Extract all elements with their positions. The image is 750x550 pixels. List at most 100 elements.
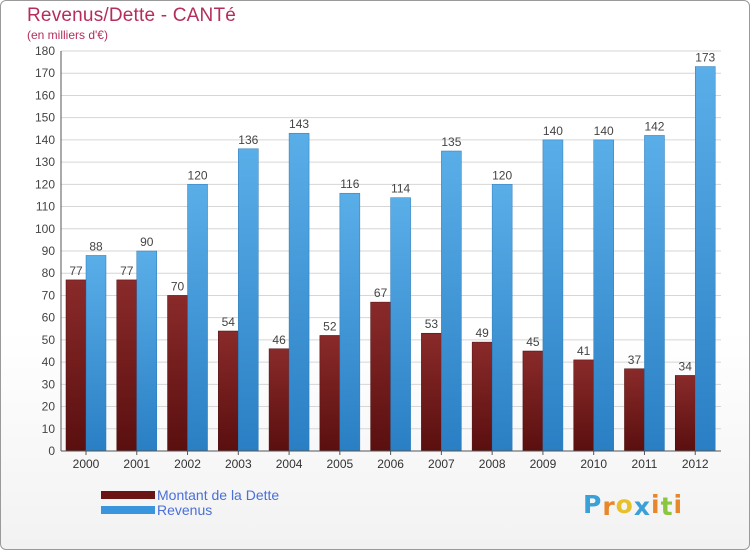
y-tick-label: 180 xyxy=(35,44,55,58)
x-tick-label: 2004 xyxy=(276,457,303,471)
bar-revenus xyxy=(694,66,716,452)
data-label: 45 xyxy=(526,335,540,349)
x-tick-label: 2006 xyxy=(377,457,404,471)
y-tick-label: 130 xyxy=(35,155,55,169)
data-label: 114 xyxy=(391,182,410,196)
x-tick-label: 2000 xyxy=(73,457,100,471)
y-tick-label: 20 xyxy=(42,400,56,414)
x-tick-label: 2005 xyxy=(326,457,353,471)
bar-dette xyxy=(268,348,290,452)
data-label: 77 xyxy=(120,264,134,278)
bar-dette xyxy=(65,279,87,452)
bar-revenus xyxy=(136,250,158,452)
x-tick-label: 2011 xyxy=(632,457,658,471)
data-label: 143 xyxy=(289,117,309,131)
data-label: 136 xyxy=(238,133,258,147)
logo-letter: o xyxy=(615,490,634,519)
y-tick-label: 40 xyxy=(42,355,56,369)
chart-title: Revenus/Dette - CANTé xyxy=(27,5,237,26)
bars: 77 88 77 90 70 120 54 136 46 143 52 116 67 114 53 135 49… xyxy=(65,51,716,452)
data-label: 53 xyxy=(425,317,439,331)
proxiti-logo: Proxiti xyxy=(583,490,684,521)
data-label: 116 xyxy=(340,177,359,191)
logo-letter: t xyxy=(660,492,674,521)
data-label: 54 xyxy=(222,315,236,329)
bar-dette xyxy=(370,301,391,452)
legend-item-revenus: Revenus xyxy=(101,501,279,518)
x-tick-label: 2010 xyxy=(580,457,607,471)
x-tick-label: 2002 xyxy=(174,457,201,471)
data-label: 140 xyxy=(543,124,563,138)
y-tick-label: 10 xyxy=(42,422,56,436)
y-tick-label: 60 xyxy=(42,311,56,325)
legend-label-dette: Montant de la Dette xyxy=(157,486,280,503)
logo-letter: i xyxy=(673,490,684,519)
y-tick-label: 80 xyxy=(42,266,56,280)
bar-dette xyxy=(471,341,493,452)
data-label: 49 xyxy=(475,326,489,340)
data-label: 173 xyxy=(695,51,715,65)
data-label: 70 xyxy=(171,279,185,293)
x-tick-label: 2012 xyxy=(682,457,709,471)
legend: Montant de la Dette Revenus xyxy=(101,486,280,518)
y-tick-label: 170 xyxy=(35,66,55,80)
logo-letter: r xyxy=(602,492,616,521)
bar-revenus xyxy=(288,132,310,452)
data-label: 77 xyxy=(69,264,83,278)
x-tick-label: 2003 xyxy=(225,457,252,471)
data-label: 120 xyxy=(188,168,208,182)
data-label: 88 xyxy=(89,239,103,253)
x-tick-label: 2007 xyxy=(428,457,455,471)
x-tick-label: 2009 xyxy=(530,457,557,471)
data-label: 142 xyxy=(644,119,664,133)
y-tick-label: 110 xyxy=(36,200,55,214)
data-label: 37 xyxy=(628,353,642,367)
legend-label-revenus: Revenus xyxy=(157,501,213,518)
bar-revenus xyxy=(593,139,614,452)
bar-revenus xyxy=(187,184,208,452)
chart-subtitle: (en milliers d'€) xyxy=(27,28,108,42)
data-label: 135 xyxy=(441,135,461,149)
bar-revenus xyxy=(542,139,564,452)
y-tick-label: 140 xyxy=(35,133,55,147)
y-tick-label: 160 xyxy=(35,88,55,102)
data-label: 140 xyxy=(594,124,614,138)
bar-dette xyxy=(624,368,645,452)
y-tick-label: 100 xyxy=(35,222,55,236)
axes: 0 10 20 30 40 50 60 70 80 90 100 110 120 130 140 150 160… xyxy=(35,44,721,471)
data-label: 120 xyxy=(492,168,512,182)
logo-letter: x xyxy=(633,492,651,521)
bar-dette xyxy=(319,335,341,452)
bar-revenus xyxy=(491,184,513,452)
data-label: 41 xyxy=(577,344,591,358)
bar-revenus xyxy=(238,148,259,452)
bar-revenus xyxy=(441,150,462,452)
y-tick-label: 50 xyxy=(42,333,56,347)
x-tick-label: 2001 xyxy=(123,457,150,471)
y-tick-label: 120 xyxy=(35,177,55,191)
bar-dette xyxy=(167,295,188,452)
logo-letter: P xyxy=(583,490,603,519)
data-label: 67 xyxy=(374,286,388,300)
y-tick-label: 90 xyxy=(42,244,56,258)
data-label: 90 xyxy=(140,235,154,249)
bar-revenus xyxy=(390,197,411,452)
bar-dette xyxy=(674,375,696,452)
bar-dette xyxy=(421,332,442,452)
data-label: 52 xyxy=(323,319,337,333)
legend-swatch-revenus xyxy=(101,505,155,514)
bar-dette xyxy=(573,359,594,452)
y-tick-label: 0 xyxy=(48,444,55,458)
legend-swatch-dette xyxy=(101,490,155,499)
data-label: 46 xyxy=(272,333,286,347)
x-tick-label: 2008 xyxy=(479,457,506,471)
y-tick-label: 70 xyxy=(42,288,56,302)
bar-dette xyxy=(522,350,544,452)
legend-item-dette: Montant de la Dette xyxy=(101,486,280,503)
bar-revenus xyxy=(85,255,107,452)
bar-dette xyxy=(116,279,138,452)
data-label: 34 xyxy=(679,359,693,373)
logo-letter: i xyxy=(651,490,661,519)
